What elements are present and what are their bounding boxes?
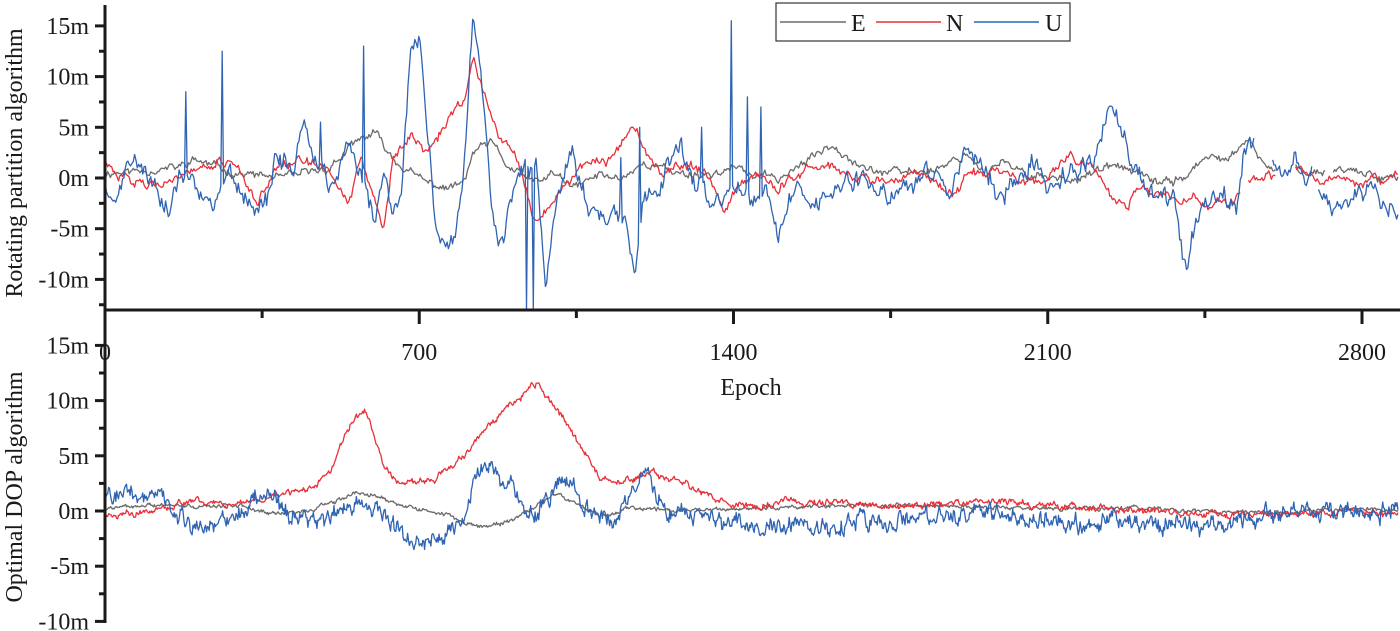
bottom-y-tick-label: 0m	[58, 499, 89, 525]
legend-u-label: U	[1045, 11, 1062, 37]
bottom-y-tick-label: -5m	[50, 554, 89, 580]
x-axis-title: Epoch	[720, 375, 781, 401]
series-u-line	[104, 18, 1399, 310]
x-tick-label: 1400	[710, 340, 758, 366]
top-y-axis-title: Rotating partition algorithm	[2, 28, 28, 298]
bottom-y-tick-label: -10m	[38, 609, 89, 631]
top-y-tick-label: 10m	[46, 65, 89, 91]
top-panel-plot-area	[104, 18, 1399, 310]
x-tick-label: 2800	[1338, 340, 1386, 366]
legend-n-label: N	[946, 11, 963, 37]
top-y-tick-label: 0m	[58, 166, 89, 192]
x-tick-label: 700	[401, 340, 437, 366]
series-u-line	[104, 460, 1399, 551]
top-y-tick-label: -10m	[38, 267, 89, 293]
legend: E N U	[775, 2, 1071, 42]
top-y-ticks: 15m 10m 5m 0m -5m -10m	[38, 14, 105, 307]
bottom-y-ticks: 15m 10m 5m 0m -5m -10m	[38, 333, 105, 631]
bottom-y-tick-label: 10m	[46, 389, 89, 415]
series-n-line	[104, 56, 1398, 229]
x-tick-label: 2100	[1024, 340, 1072, 366]
series-n-line	[104, 381, 1399, 521]
legend-e-label: E	[851, 11, 866, 37]
top-y-tick-label: 15m	[46, 14, 89, 40]
bottom-y-axis-title: Optimal DOP algorithm	[2, 371, 28, 602]
series-e-line	[104, 490, 1399, 528]
bottom-y-tick-label: 15m	[46, 333, 89, 359]
top-panel-axes	[103, 5, 1400, 331]
top-y-tick-label: 5m	[58, 115, 89, 141]
bottom-y-tick-label: 5m	[58, 444, 89, 470]
x-ticks: 0 700 1400 2100 2800	[99, 310, 1386, 366]
top-y-tick-label: -5m	[50, 217, 89, 243]
bottom-panel-plot-area	[104, 381, 1399, 551]
